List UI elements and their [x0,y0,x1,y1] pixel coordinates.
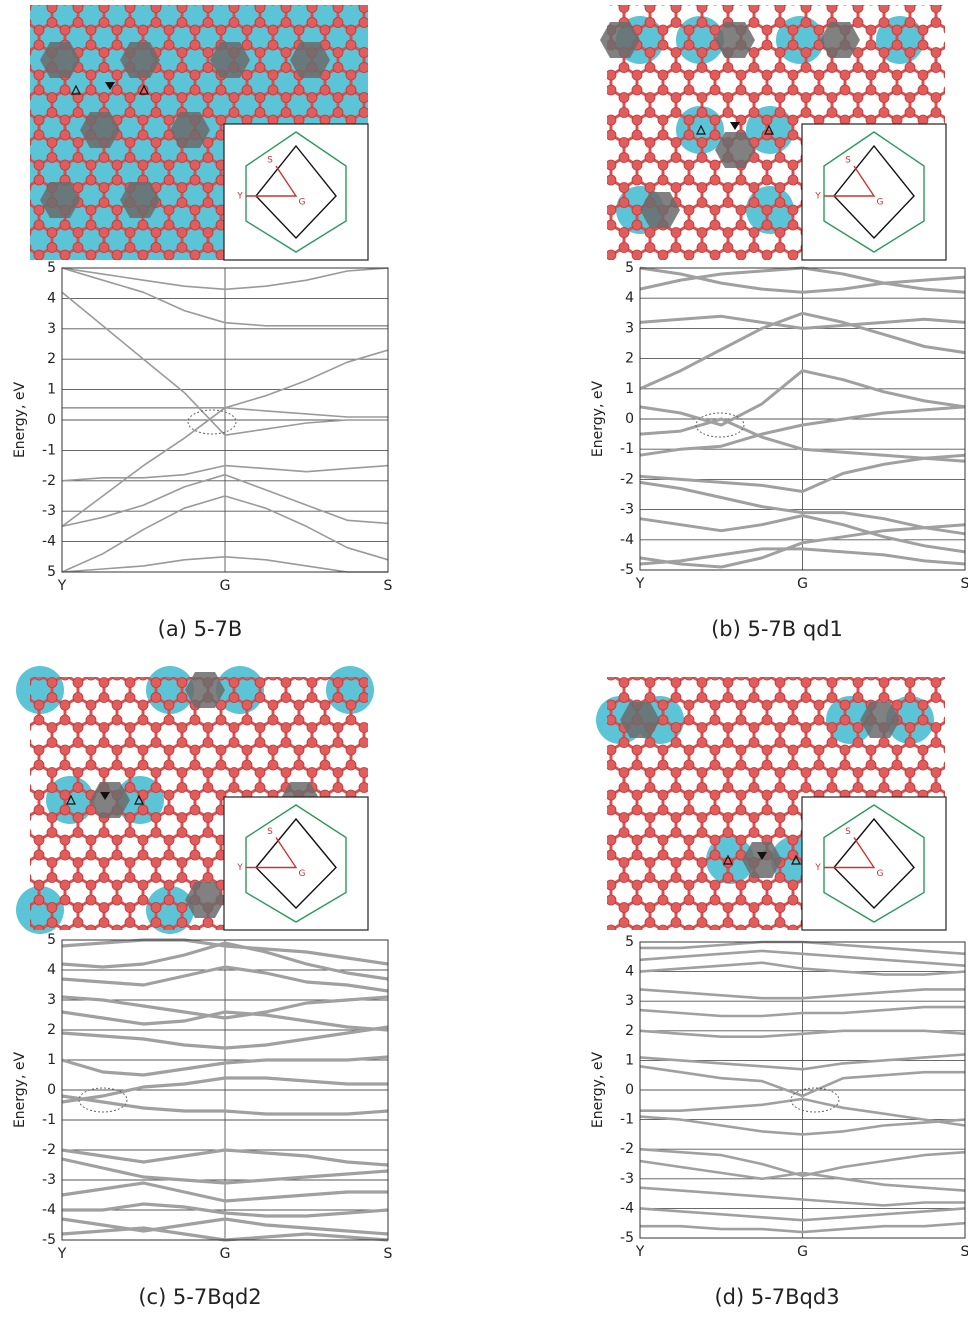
y-tick-label: 0 [625,1082,634,1098]
y-tick-label: 2 [47,1022,56,1038]
y-axis-label: Energy, eV [12,1052,28,1129]
x-tick-label: S [384,1246,393,1262]
y-tick-label: 0 [625,411,634,427]
inset-label: S [845,156,851,166]
inset-label: Y [236,863,243,873]
y-tick-label: -1 [620,441,634,457]
y-tick-label: 0 [47,1082,56,1098]
caption: (b) 5-7B qd1 [711,617,843,641]
y-tick-label: 5 [47,932,56,948]
caption: (c) 5-7Bqd2 [138,1285,261,1309]
inset-label: Y [814,192,821,202]
y-tick-label: 3 [47,992,56,1008]
y-tick-label: 1 [47,382,56,398]
y-tick-label: -5 [620,1230,634,1246]
inset-label: Y [236,192,243,202]
y-tick-label: 3 [47,321,56,337]
figure: SYG5-4-3-2-1012345YGSEnergy, eV(a) 5-7BS… [0,0,968,1318]
inset-label: G [299,198,306,208]
inset-label: G [877,198,884,208]
caption: (d) 5-7Bqd3 [714,1285,839,1309]
y-tick-label: 3 [625,993,634,1009]
y-tick-label: 4 [47,290,56,306]
y-tick-label: 4 [625,290,634,306]
x-tick-label: G [797,1244,808,1260]
x-tick-label: S [961,576,968,592]
x-tick-label: G [220,1246,231,1262]
x-tick-label: Y [57,1246,67,1262]
y-tick-label: -3 [42,503,56,519]
y-tick-label: 1 [625,1052,634,1068]
y-tick-label: -4 [42,534,56,550]
y-tick-label: 5 [47,564,56,580]
x-tick-label: Y [635,1244,645,1260]
y-axis-label: Energy, eV [12,382,28,459]
x-tick-label: S [384,578,393,594]
y-tick-label: -3 [620,502,634,518]
y-tick-label: 1 [625,381,634,397]
y-tick-label: -1 [42,1112,56,1128]
y-axis-label: Energy, eV [590,381,606,458]
caption: (a) 5-7B [158,617,243,641]
page: {"chart_data": [ {"type": "line", "capti… [0,0,968,1318]
y-tick-label: 5 [47,260,56,276]
y-tick-label: 5 [625,934,634,950]
x-tick-label: S [961,1244,968,1260]
inset-label: G [877,869,884,879]
inset-label: S [267,156,273,166]
x-tick-label: Y [57,578,67,594]
y-tick-label: 0 [47,412,56,428]
inset-label: Y [814,863,821,873]
y-tick-label: -5 [42,1232,56,1248]
y-tick-label: 3 [625,320,634,336]
y-tick-label: -4 [620,532,634,548]
y-tick-label: 5 [625,260,634,276]
x-tick-label: Y [635,576,645,592]
y-tick-label: -4 [42,1202,56,1218]
x-tick-label: G [797,576,808,592]
y-axis-label: Energy, eV [590,1052,606,1129]
y-tick-label: -3 [620,1171,634,1187]
y-tick-label: -5 [620,562,634,578]
y-tick-label: 2 [625,1023,634,1039]
y-tick-label: -2 [42,473,56,489]
y-tick-label: 2 [625,351,634,367]
inset-label: G [299,869,306,879]
y-tick-label: -1 [42,442,56,458]
y-tick-label: 4 [625,964,634,980]
y-tick-label: -2 [42,1142,56,1158]
y-tick-label: 2 [47,351,56,367]
y-tick-label: -2 [620,1141,634,1157]
y-tick-label: -1 [620,1112,634,1128]
y-tick-label: -2 [620,471,634,487]
y-tick-label: -4 [620,1200,634,1216]
y-tick-label: 4 [47,962,56,978]
inset-label: S [845,827,851,837]
y-tick-label: 1 [47,1052,56,1068]
y-tick-label: -3 [42,1172,56,1188]
x-tick-label: G [220,578,231,594]
inset-label: S [267,827,273,837]
